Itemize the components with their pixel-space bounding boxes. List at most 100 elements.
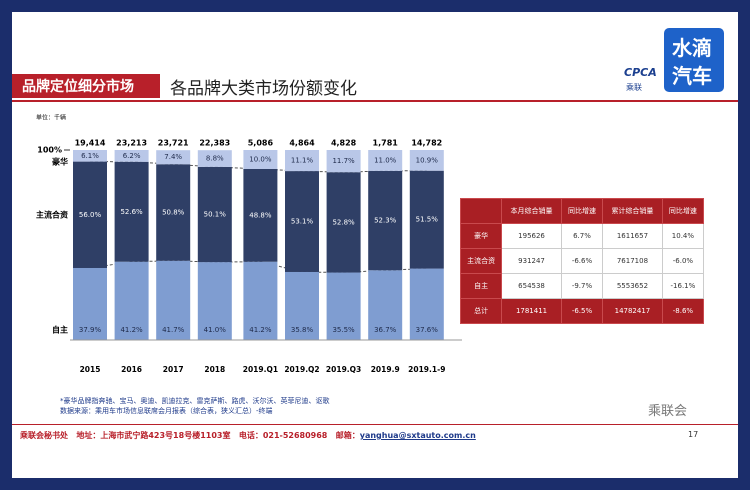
table-cell: 5553652 — [602, 273, 663, 299]
total-label: 4,828 — [331, 139, 357, 148]
bar-segment — [114, 150, 149, 162]
badge — [664, 28, 724, 92]
table-row: 主流合资 931247 -6.6% 7617108 -6.0% — [459, 248, 705, 274]
bar-segment — [114, 261, 149, 340]
data-label: 7.4% — [164, 153, 182, 161]
bar-segment — [73, 161, 107, 268]
bar-segment — [285, 150, 319, 172]
data-label: 37.9% — [79, 326, 102, 334]
bar-segment — [368, 170, 403, 271]
footer-email-label: 邮箱： — [335, 431, 360, 440]
row-label: 自主 — [459, 273, 503, 299]
y-tick-label: 100% — [37, 146, 62, 155]
subtitle: 各品牌大类市场份额变化 — [170, 79, 357, 99]
watermark: 乘联会 — [648, 404, 688, 419]
total-label: 22,383 — [199, 139, 230, 148]
title-box — [12, 74, 160, 98]
bar-segment — [368, 150, 403, 171]
footer-text: 乘联会秘书处 地址：上海市武宁路423号18号楼1103室 电话：021-526… — [20, 430, 476, 441]
x-tick-label: 2018 — [204, 365, 225, 374]
data-label: 36.7% — [374, 326, 397, 334]
table-cell: 6.7% — [560, 223, 604, 249]
x-tick-label: 2015 — [80, 365, 101, 374]
total-label: 5,086 — [248, 139, 274, 148]
data-label: 41.2% — [120, 326, 143, 334]
data-label: 11.1% — [291, 157, 314, 165]
bar-segment — [409, 150, 444, 171]
data-label: 10.0% — [249, 156, 272, 164]
title-rule — [12, 100, 738, 102]
table-row: 总计 1781411 -6.5% 14782417 -8.6% — [459, 298, 705, 324]
footer-email[interactable]: yanghua@sxtauto.com.cn — [359, 431, 476, 440]
bar-segment — [285, 271, 319, 340]
bar-segment — [197, 150, 232, 167]
footer-rule — [12, 424, 738, 425]
data-label: 50.1% — [204, 211, 227, 219]
x-tick-label: 2019.Q1 — [243, 365, 278, 374]
header-row: 本月综合销量 同比增速 累计综合销量 同比增速 — [459, 198, 705, 224]
data-label: 35.5% — [332, 326, 355, 334]
header-cell: 累计综合销量 — [602, 198, 663, 224]
table-cell: 10.4% — [661, 223, 705, 249]
bar-segment — [326, 172, 361, 273]
data-label: 41.0% — [204, 326, 227, 334]
table-cell: 654538 — [501, 273, 562, 299]
header-cell — [459, 198, 503, 224]
page-number: 17 — [688, 430, 699, 439]
data-label: 50.8% — [162, 209, 185, 217]
table-cell: -6.5% — [560, 298, 604, 324]
badge-line: 汽车 — [672, 64, 712, 88]
data-label: 41.7% — [162, 326, 185, 334]
series-name: 豪华 — [52, 156, 68, 166]
table-row: 豪华 195626 6.7% 1611657 10.4% — [459, 223, 705, 249]
x-tick-label: 2019.Q2 — [284, 365, 319, 374]
badge-line: 水滴 — [672, 36, 712, 60]
table-cell: 1781411 — [501, 298, 562, 324]
footer-phone: 电话：021-52680968 — [238, 431, 328, 440]
data-label: 37.6% — [416, 326, 439, 334]
total-label: 4,864 — [289, 139, 315, 148]
table-cell: 931247 — [501, 248, 562, 274]
bar-segment — [73, 267, 107, 340]
footer-org: 乘联会秘书处 — [20, 431, 68, 440]
header-cell: 同比增速 — [560, 198, 604, 224]
bar-segment — [326, 272, 361, 340]
bar-segment — [197, 166, 232, 263]
data-label: 56.0% — [79, 211, 102, 219]
data-label: 52.8% — [332, 218, 355, 226]
total-label: 14,782 — [411, 139, 442, 148]
bar-segment — [285, 171, 319, 272]
table-row: 自主 654538 -9.7% 5553652 -16.1% — [459, 273, 705, 299]
bar-segment — [73, 150, 107, 162]
table-cell: -6.6% — [560, 248, 604, 274]
bar-segment — [156, 164, 191, 261]
bar-segment — [156, 150, 191, 165]
total-label: 23,721 — [158, 139, 189, 148]
data-label: 52.6% — [120, 208, 143, 216]
data-table: 本月综合销量 同比增速 累计综合销量 同比增速 豪华 195626 6.7% 1611657 1… — [459, 198, 705, 324]
bar-segment — [368, 270, 403, 340]
x-tick-label: 2017 — [163, 365, 184, 374]
total-label: 1,781 — [373, 139, 399, 148]
chart: 单位：千辆 100% 37.9% 56.0% 6.1% 19,414 2015 41.2% 52… — [36, 114, 462, 374]
slide: 品牌定位细分市场 各品牌大类市场份额变化 CPCA 乘联 水滴 汽车 单位：千辆… — [12, 12, 738, 478]
data-label: 48.8% — [249, 211, 272, 219]
bar-segment — [326, 150, 361, 173]
series-name: 主流合资 — [36, 209, 68, 219]
note: *豪华品牌指奔驰、宝马、奥迪、凯迪拉克、雷克萨斯、路虎、沃尔沃、英菲尼迪、讴歌 — [60, 397, 330, 405]
table-cell: -9.7% — [560, 273, 604, 299]
bar-segment — [197, 262, 232, 340]
data-label: 52.3% — [374, 217, 397, 225]
data-label: 10.9% — [416, 156, 439, 164]
row-label: 主流合资 — [459, 248, 503, 274]
data-label: 41.2% — [249, 326, 272, 334]
x-tick-label: 2019.1-9 — [408, 365, 445, 374]
table-cell: 14782417 — [602, 298, 663, 324]
table-cell: 1611657 — [602, 223, 663, 249]
data-label: 8.8% — [206, 155, 224, 163]
table-cell: -16.1% — [661, 273, 705, 299]
table-cell: -6.0% — [661, 248, 705, 274]
data-label: 51.5% — [416, 216, 439, 224]
table-cell: 7617108 — [602, 248, 663, 274]
bar-segment — [243, 169, 278, 262]
